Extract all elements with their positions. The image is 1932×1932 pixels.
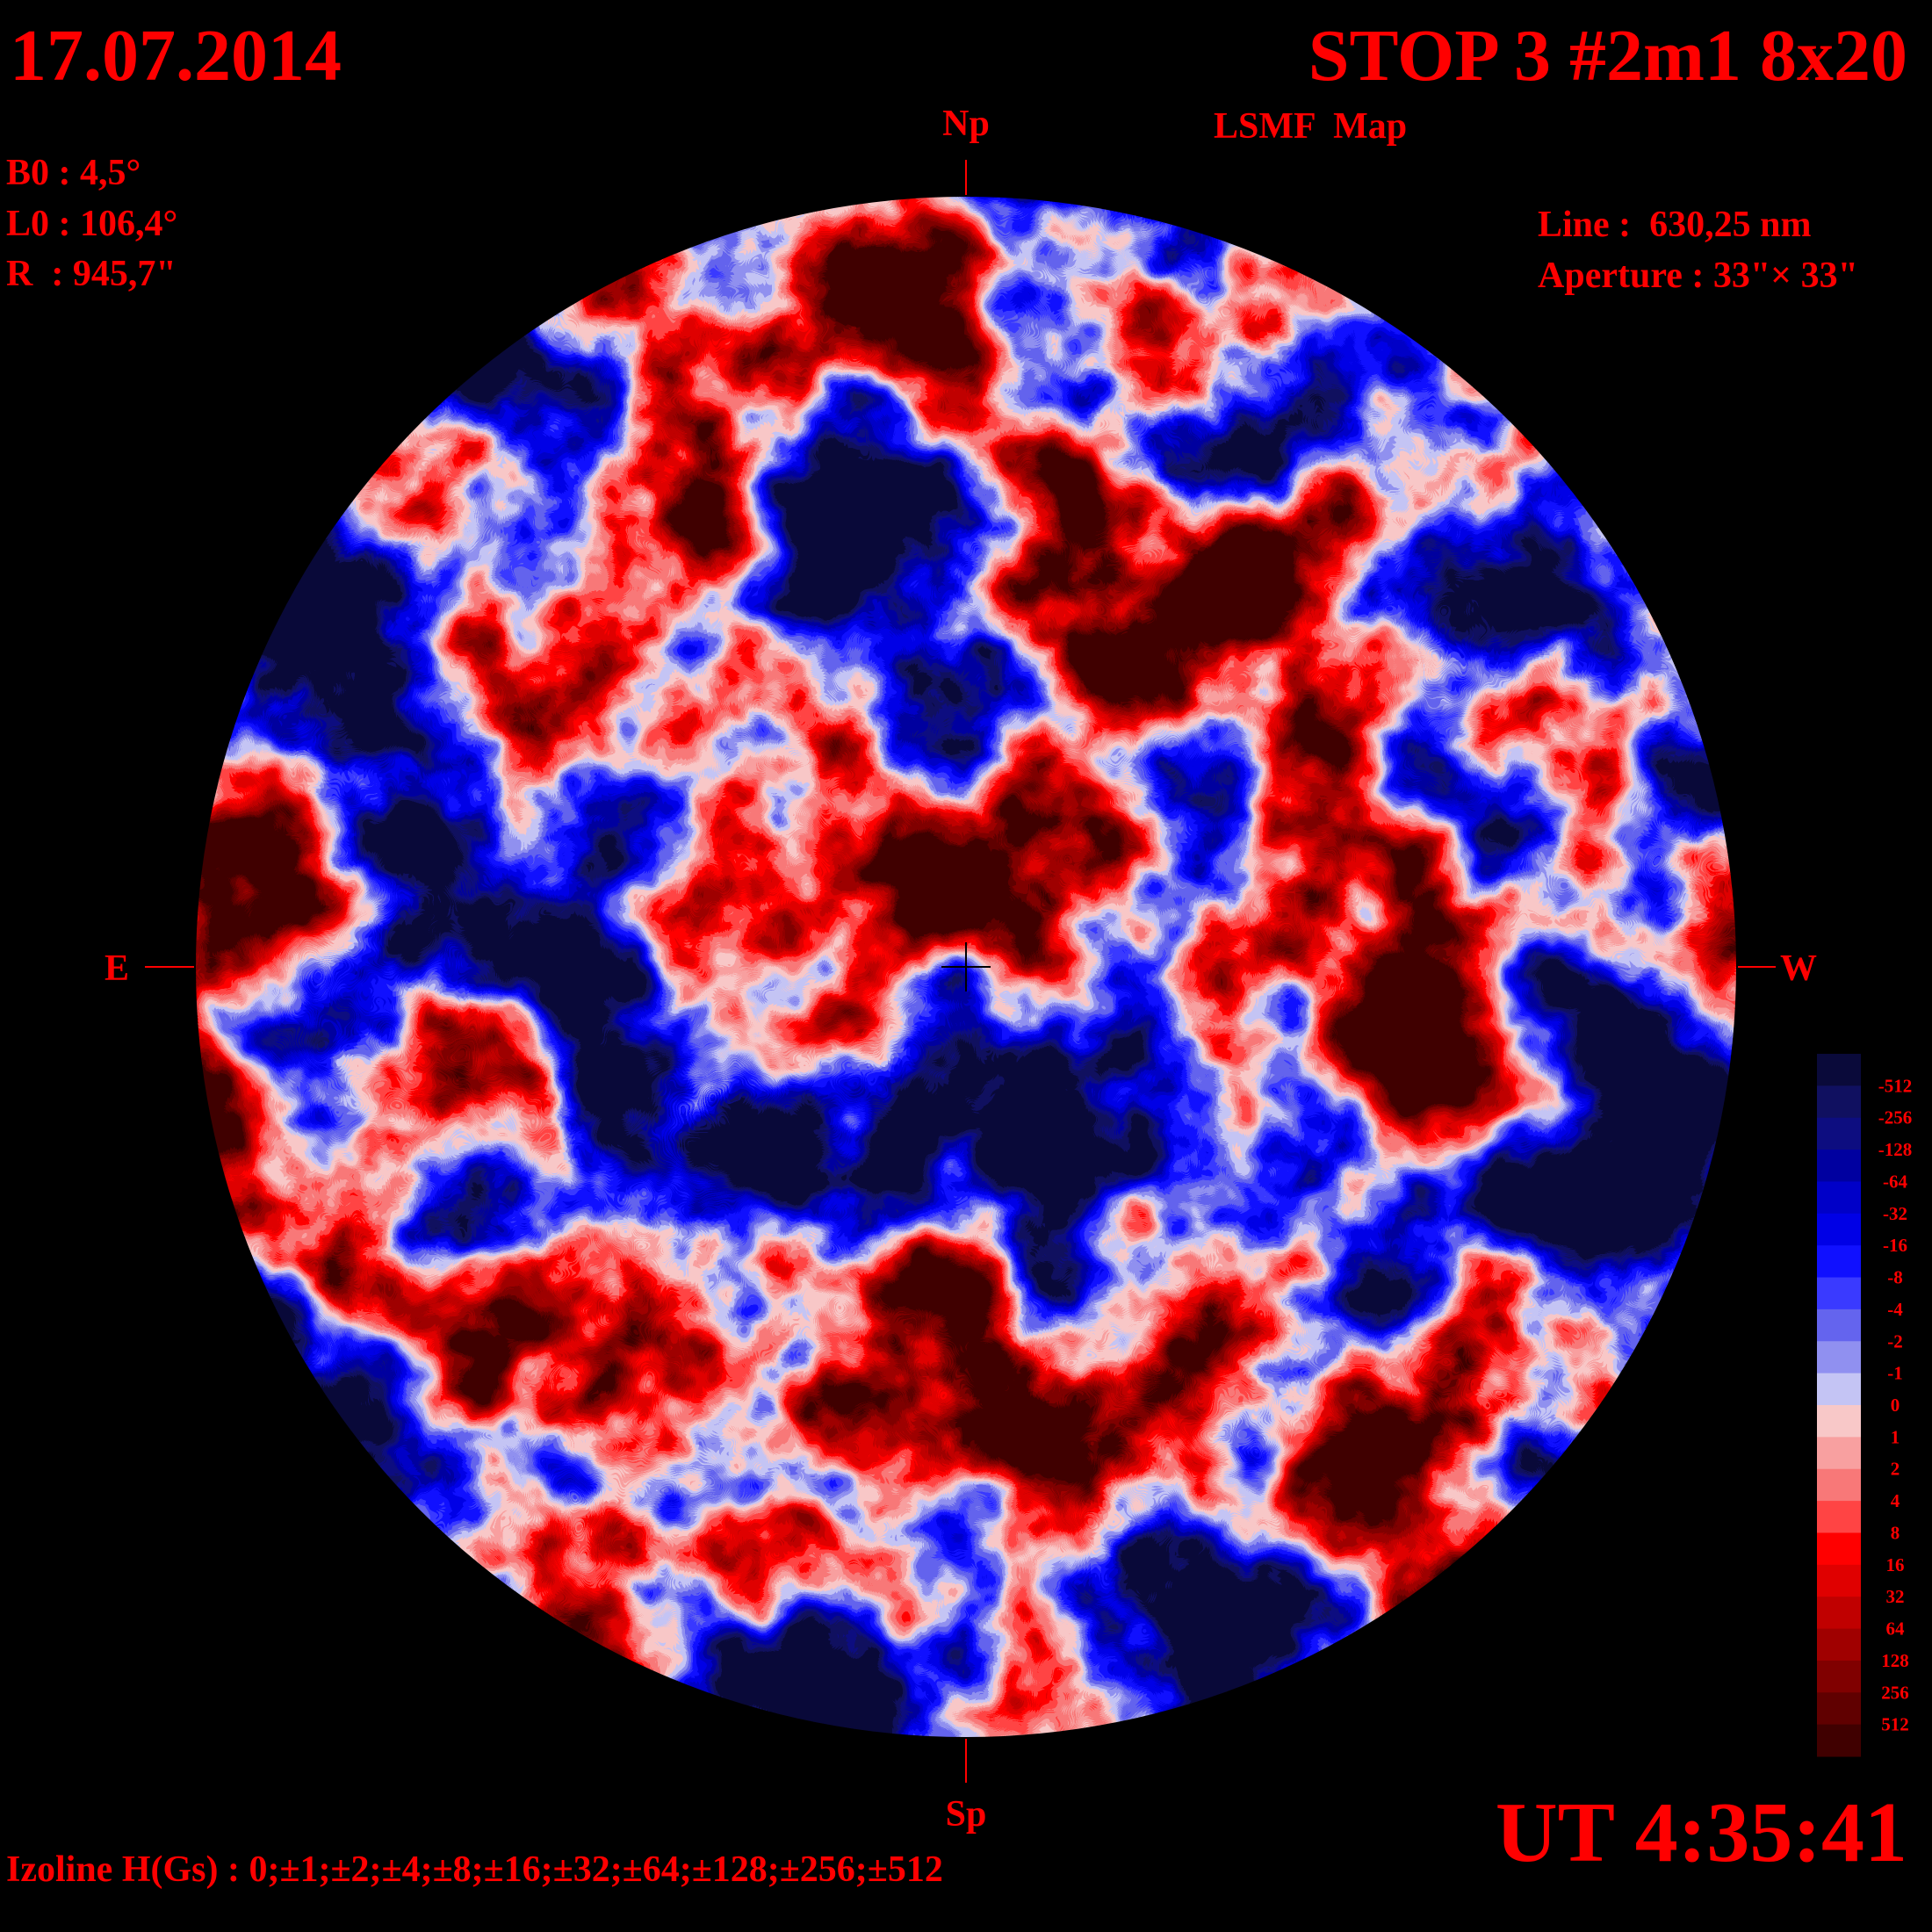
legend-swatch xyxy=(1817,1213,1861,1246)
legend-swatch xyxy=(1817,1628,1861,1662)
legend-label: -4 xyxy=(1887,1299,1903,1320)
legend-label: 8 xyxy=(1891,1522,1900,1543)
legend-swatch xyxy=(1817,1341,1861,1374)
legend-swatch xyxy=(1817,1437,1861,1470)
legend-label: -128 xyxy=(1878,1139,1913,1160)
legend-label: 2 xyxy=(1891,1459,1900,1480)
legend-label: 128 xyxy=(1881,1650,1909,1671)
subtitle: LSMF Map xyxy=(1214,106,1407,147)
direction-label: E xyxy=(105,948,129,989)
legend-label: 64 xyxy=(1886,1618,1906,1640)
parameter: L0 : 106,4° xyxy=(6,204,177,244)
legend-swatch xyxy=(1817,1692,1861,1726)
legend-swatch xyxy=(1817,1660,1861,1693)
legend-label: 512 xyxy=(1881,1714,1909,1735)
legend-swatch xyxy=(1817,1468,1861,1502)
legend-swatch xyxy=(1817,1724,1861,1757)
direction-label: Sp xyxy=(946,1794,987,1835)
legend-swatch xyxy=(1817,1532,1861,1566)
legend-label: 0 xyxy=(1891,1395,1900,1416)
legend-swatch xyxy=(1817,1564,1861,1597)
title: STOP 3 #2m1 8x20 xyxy=(1308,15,1907,97)
legend-swatch xyxy=(1817,1308,1861,1342)
legend-swatch xyxy=(1817,1245,1861,1279)
legend-swatch xyxy=(1817,1150,1861,1182)
legend-label: -512 xyxy=(1878,1075,1913,1096)
legend-swatch xyxy=(1817,1085,1861,1119)
instrument: Line : 630,25 nm xyxy=(1538,205,1812,245)
legend-label: 256 xyxy=(1881,1682,1909,1703)
direction-label: W xyxy=(1780,948,1817,989)
time: UT 4:35:41 xyxy=(1496,1785,1907,1880)
parameter: R : 945,7" xyxy=(6,254,177,294)
legend-label: -1 xyxy=(1887,1363,1903,1384)
legend-swatch xyxy=(1817,1405,1861,1438)
legend-label: -16 xyxy=(1883,1235,1907,1256)
date: 17.07.2014 xyxy=(10,15,342,97)
direction-label: Np xyxy=(942,104,990,144)
legend-swatch xyxy=(1817,1277,1861,1310)
instrument: Aperture : 33"× 33" xyxy=(1538,256,1858,296)
color-legend: -512 -256 -128 -64 -32 -16 -8 -4 -2 -1 0 1 2 4 8 16 32 64… xyxy=(1817,1054,1912,1757)
footer: Izoline H(Gs) : 0;±1;±2;±4;±8;±16;±32;±6… xyxy=(6,1849,943,1890)
legend-label: 32 xyxy=(1886,1586,1905,1607)
legend-label: 16 xyxy=(1886,1554,1905,1575)
legend-label: 1 xyxy=(1891,1426,1900,1447)
parameter: B0 : 4,5° xyxy=(6,153,141,193)
legend-swatch xyxy=(1817,1501,1861,1533)
legend-swatch xyxy=(1817,1181,1861,1215)
legend-label: -2 xyxy=(1887,1330,1903,1352)
legend-swatch xyxy=(1817,1117,1861,1150)
legend-swatch xyxy=(1817,1373,1861,1406)
legend-swatch xyxy=(1817,1597,1861,1630)
legend-swatch xyxy=(1817,1054,1861,1086)
legend-label: -32 xyxy=(1883,1203,1907,1224)
legend-label: -64 xyxy=(1883,1171,1907,1192)
legend-label: -8 xyxy=(1887,1267,1903,1288)
legend-label: -256 xyxy=(1878,1107,1913,1128)
legend-label: 4 xyxy=(1891,1490,1900,1511)
